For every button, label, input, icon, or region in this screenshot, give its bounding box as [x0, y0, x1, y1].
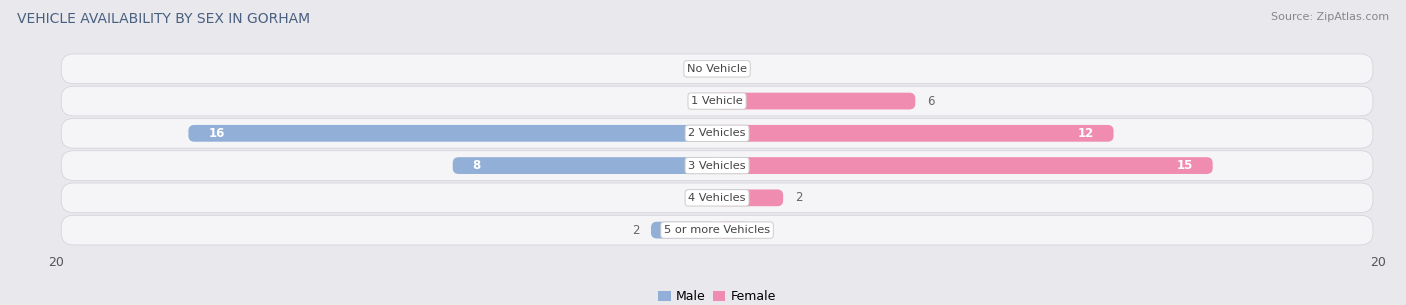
Text: 0: 0 — [699, 62, 706, 75]
FancyBboxPatch shape — [62, 54, 1372, 84]
Text: 1: 1 — [762, 224, 769, 237]
FancyBboxPatch shape — [717, 157, 1212, 174]
Text: Source: ZipAtlas.com: Source: ZipAtlas.com — [1271, 12, 1389, 22]
FancyBboxPatch shape — [453, 157, 717, 174]
Legend: Male, Female: Male, Female — [654, 285, 780, 305]
FancyBboxPatch shape — [62, 86, 1372, 116]
FancyBboxPatch shape — [62, 215, 1372, 245]
Text: 2 Vehicles: 2 Vehicles — [689, 128, 745, 138]
FancyBboxPatch shape — [188, 125, 717, 142]
Text: 1 Vehicle: 1 Vehicle — [692, 96, 742, 106]
Text: 8: 8 — [472, 159, 481, 172]
Text: 2: 2 — [794, 191, 803, 204]
Text: 15: 15 — [1177, 159, 1192, 172]
Text: 0: 0 — [728, 62, 735, 75]
Text: 0: 0 — [699, 95, 706, 108]
Text: 5 or more Vehicles: 5 or more Vehicles — [664, 225, 770, 235]
FancyBboxPatch shape — [62, 151, 1372, 181]
FancyBboxPatch shape — [62, 183, 1372, 213]
Text: 6: 6 — [927, 95, 935, 108]
Text: VEHICLE AVAILABILITY BY SEX IN GORHAM: VEHICLE AVAILABILITY BY SEX IN GORHAM — [17, 12, 309, 26]
FancyBboxPatch shape — [651, 222, 717, 239]
Text: 3 Vehicles: 3 Vehicles — [689, 160, 745, 170]
FancyBboxPatch shape — [717, 125, 1114, 142]
Text: 4 Vehicles: 4 Vehicles — [689, 193, 745, 203]
FancyBboxPatch shape — [62, 118, 1372, 148]
FancyBboxPatch shape — [717, 189, 783, 206]
FancyBboxPatch shape — [717, 222, 751, 239]
Text: 0: 0 — [699, 191, 706, 204]
Text: 12: 12 — [1077, 127, 1094, 140]
Text: 16: 16 — [208, 127, 225, 140]
FancyBboxPatch shape — [717, 93, 915, 109]
Text: No Vehicle: No Vehicle — [688, 64, 747, 74]
Text: 2: 2 — [631, 224, 640, 237]
